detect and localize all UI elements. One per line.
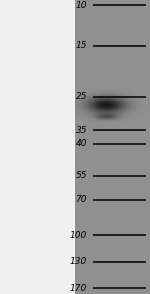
Text: 15: 15 (75, 41, 87, 50)
Text: 130: 130 (70, 257, 87, 266)
Text: 10: 10 (75, 1, 87, 10)
Text: 40: 40 (75, 139, 87, 148)
Text: 100: 100 (70, 231, 87, 240)
Text: 70: 70 (75, 195, 87, 204)
Text: 25: 25 (75, 92, 87, 101)
Text: 35: 35 (75, 126, 87, 135)
Bar (75, 0, 150, 294)
Text: 170: 170 (70, 284, 87, 293)
Text: 55: 55 (75, 171, 87, 180)
